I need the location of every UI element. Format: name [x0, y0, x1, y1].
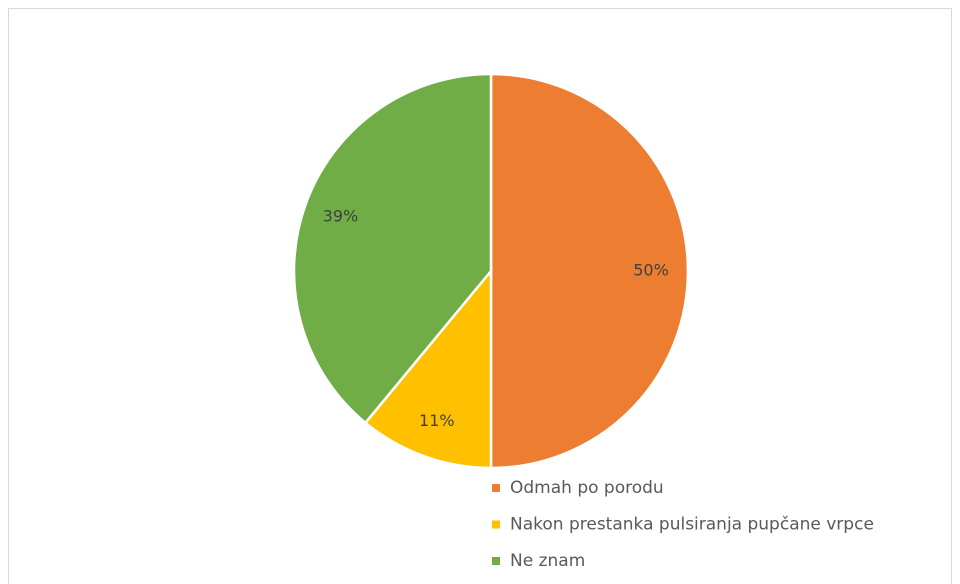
pie-slice [292, 72, 493, 425]
pie-slice [363, 267, 493, 470]
legend-swatch [492, 557, 500, 565]
legend-label: Odmah po porodu [510, 478, 664, 498]
data-label: 39% [323, 206, 359, 225]
pie-slice [489, 72, 690, 470]
legend-label: Nakon prestanka pulsiranja pupčane vrpce [510, 515, 874, 535]
legend-label: Ne znam [510, 551, 585, 571]
data-label: 11% [419, 411, 455, 430]
legend-swatch [492, 484, 500, 492]
data-label: 50% [633, 261, 669, 280]
legend-swatch [492, 520, 500, 529]
